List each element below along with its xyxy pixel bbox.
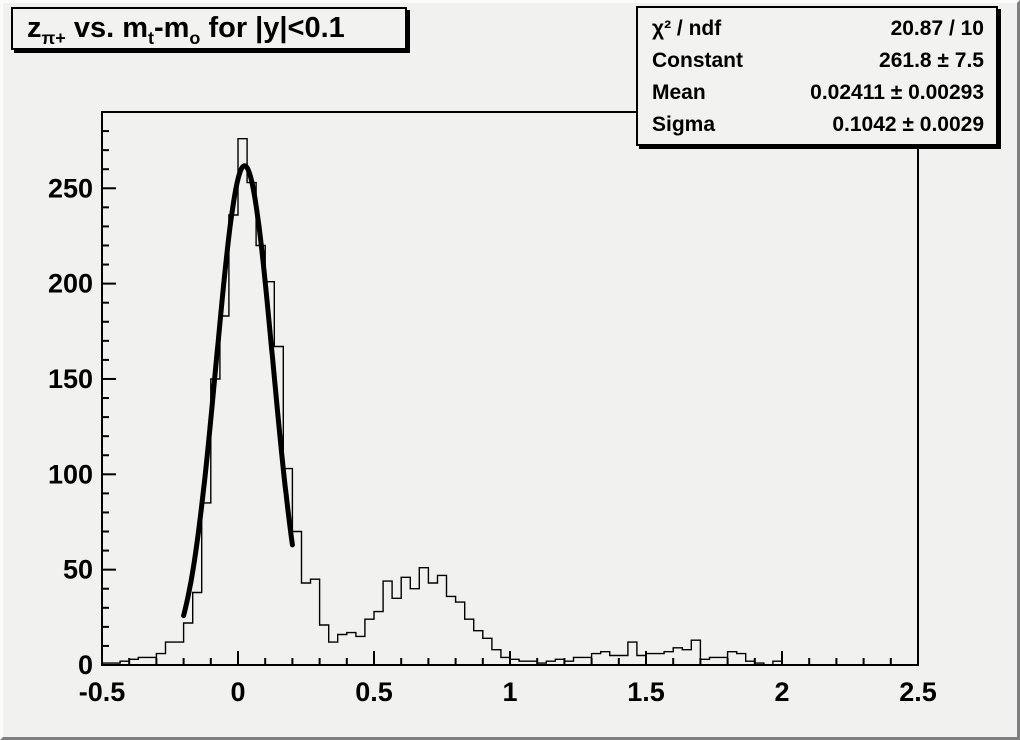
stat-row-mean: Mean 0.02411 ± 0.00293 <box>652 77 984 108</box>
histogram-line <box>101 138 918 666</box>
stat-label-constant: Constant <box>652 48 743 72</box>
stat-value-chi2: 20.87 / 10 <box>890 16 984 40</box>
y-tick-label: 50 <box>63 555 93 585</box>
plot-frame <box>101 111 919 666</box>
x-tick-label: 0 <box>230 677 245 707</box>
x-tick-label: 2 <box>774 677 789 707</box>
stat-row-sigma: Sigma 0.1042 ± 0.0029 <box>652 109 984 140</box>
y-tick-label: 250 <box>48 173 93 203</box>
y-tick-labels: 0 50 100 150 200 250 <box>48 173 93 680</box>
title-box[interactable]: zπ+ vs. mt-mo for |y|<0.1 <box>11 7 407 50</box>
fit-curve <box>181 163 295 619</box>
stat-value-mean: 0.02411 ± 0.00293 <box>810 80 984 104</box>
stat-label-mean: Mean <box>652 80 706 104</box>
y-tick-label: 200 <box>48 269 93 299</box>
stats-box[interactable]: χ² / ndf 20.87 / 10 Constant 261.8 ± 7.5… <box>636 6 998 146</box>
y-tick-label: 150 <box>48 364 93 394</box>
x-tick-label: -0.5 <box>79 677 126 707</box>
plot-title: zπ+ vs. mt-mo for |y|<0.1 <box>27 12 345 48</box>
stat-row-constant: Constant 261.8 ± 7.5 <box>652 45 984 76</box>
x-tick-label: 0.5 <box>355 677 393 707</box>
stat-value-constant: 261.8 ± 7.5 <box>879 48 984 72</box>
y-tick-label: 0 <box>78 650 93 680</box>
stat-label-chi2: χ² / ndf <box>652 16 722 40</box>
y-tick-label: 100 <box>48 459 93 489</box>
x-tick-labels: -0.5 0 0.5 1 1.5 2 2.5 <box>79 677 937 707</box>
stat-label-sigma: Sigma <box>652 112 716 136</box>
y-axis-ticks <box>102 111 116 666</box>
x-tick-label: 2.5 <box>899 677 937 707</box>
stat-row-chi2: χ² / ndf 20.87 / 10 <box>652 13 984 44</box>
x-tick-label: 1.5 <box>627 677 665 707</box>
x-tick-label: 1 <box>502 677 517 707</box>
stat-value-sigma: 0.1042 ± 0.0029 <box>832 112 984 136</box>
